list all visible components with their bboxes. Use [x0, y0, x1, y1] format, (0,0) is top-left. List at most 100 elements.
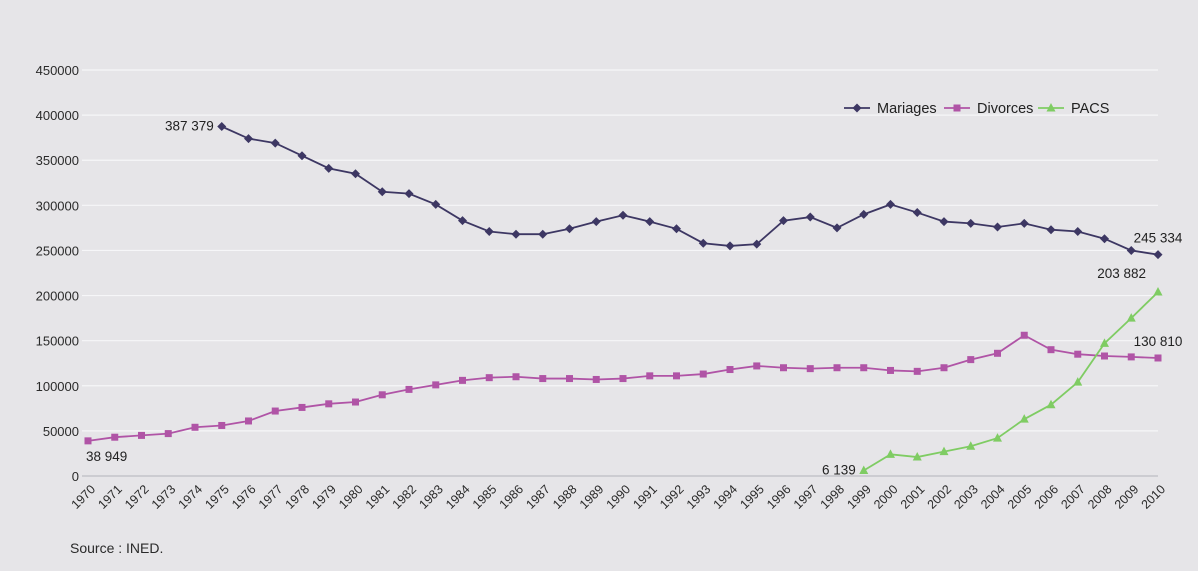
data-point-triangle	[859, 465, 869, 474]
y-tick-label: 200000	[36, 289, 79, 304]
x-tick-label: 1979	[309, 482, 339, 512]
data-point-triangle	[939, 446, 949, 456]
y-tick-label: 100000	[36, 379, 79, 394]
x-tick-label: 1985	[470, 482, 500, 512]
x-tick-label: 1984	[443, 482, 473, 512]
data-point-diamond	[297, 151, 307, 161]
data-label: 203 882	[1097, 266, 1146, 281]
x-tick-label: 1994	[711, 482, 741, 512]
legend: Mariages Divorces PACS	[844, 101, 1109, 117]
data-point-triangle	[1019, 414, 1029, 423]
data-point-square	[806, 365, 814, 373]
x-tick-label: 2008	[1085, 482, 1115, 512]
x-tick-label: 1989	[577, 482, 607, 512]
data-point-triangle	[1046, 103, 1056, 112]
x-tick-label: 1971	[95, 482, 125, 512]
x-tick-label: 1974	[176, 482, 206, 512]
data-point-square	[378, 391, 386, 399]
data-point-square	[405, 385, 413, 393]
data-point-diamond	[1073, 226, 1083, 236]
data-point-diamond	[852, 103, 862, 113]
data-point-square	[940, 364, 948, 372]
data-point-square	[566, 375, 573, 383]
data-point-diamond	[458, 216, 467, 226]
x-tick-label: 1990	[604, 482, 634, 512]
x-tick-label: 2010	[1139, 482, 1169, 512]
data-point-square	[485, 374, 493, 382]
data-point-diamond	[351, 169, 360, 179]
x-tick-label: 1992	[657, 482, 687, 512]
data-annotations: 387 379 38 949 245 334 203 882 130 810 6 139	[86, 118, 1183, 477]
x-tick-label: 1983	[416, 482, 446, 512]
data-point-square	[887, 366, 894, 374]
data-point-diamond	[244, 134, 253, 144]
data-point-square	[459, 376, 466, 384]
data-point-diamond	[672, 224, 681, 234]
series-line	[221, 125, 1159, 256]
data-label: 130 810	[1134, 334, 1183, 349]
x-tick-label: 1970	[69, 482, 99, 512]
x-tick-label: 1996	[764, 482, 794, 512]
data-point-diamond	[725, 241, 735, 251]
x-tick-label: 1999	[844, 482, 874, 512]
data-point-diamond	[859, 209, 869, 219]
x-tick-label: 1981	[363, 482, 393, 512]
x-tick-label: 1978	[283, 482, 313, 512]
data-point-diamond	[324, 163, 334, 173]
data-point-diamond	[645, 217, 655, 227]
data-point-diamond	[431, 199, 441, 209]
data-point-square	[699, 370, 707, 378]
data-point-diamond	[377, 187, 387, 197]
y-tick-label: 150000	[36, 334, 79, 349]
x-tick-label: 1986	[497, 482, 527, 512]
data-point-square	[780, 364, 787, 372]
data-point-square	[191, 423, 199, 431]
data-point-diamond	[1126, 245, 1136, 255]
data-point-square	[646, 372, 654, 380]
data-point-square	[913, 367, 921, 375]
legend-label: Mariages	[877, 101, 937, 117]
data-point-square	[619, 375, 627, 383]
data-point-diamond	[1019, 218, 1029, 228]
x-tick-label: 2006	[1032, 482, 1062, 512]
data-point-square	[432, 381, 440, 389]
data-point-diamond	[805, 212, 815, 222]
data-point-diamond	[832, 223, 842, 233]
y-tick-label: 0	[72, 469, 79, 484]
data-point-square	[1127, 353, 1135, 361]
data-point-triangle	[886, 449, 895, 458]
data-point-square	[1154, 354, 1162, 362]
data-point-diamond	[1046, 225, 1056, 235]
data-point-square	[726, 366, 734, 374]
data-point-diamond	[912, 208, 922, 218]
x-tick-label: 1997	[791, 482, 821, 512]
data-label: 245 334	[1134, 231, 1183, 246]
x-tick-label: 2009	[1112, 482, 1142, 512]
x-tick-label: 1980	[336, 482, 366, 512]
x-tick-label: 2000	[871, 482, 901, 512]
x-tick-label: 2003	[951, 482, 981, 512]
y-axis-tick-labels: 0 50000 100000 150000 200000 250000 300000 3500…	[36, 63, 79, 484]
data-label: 38 949	[86, 449, 127, 464]
data-point-square	[298, 403, 306, 411]
data-point-diamond	[752, 239, 762, 249]
grid-lines	[82, 69, 1158, 477]
x-axis-tick-labels: 1970197119721973197419751976197719781979…	[69, 482, 1169, 512]
data-point-triangle	[966, 441, 976, 450]
data-point-triangle	[1126, 313, 1136, 322]
data-point-diamond	[886, 199, 895, 209]
x-tick-label: 2004	[978, 482, 1008, 512]
data-point-triangle	[993, 433, 1002, 442]
legend-label: Divorces	[977, 101, 1033, 117]
x-tick-label: 1993	[684, 482, 714, 512]
data-point-triangle	[1100, 338, 1109, 347]
source-note: Source : INED.	[70, 540, 164, 556]
series-mariages	[217, 121, 1163, 260]
x-tick-label: 1982	[390, 482, 420, 512]
data-point-square	[539, 375, 547, 383]
data-point-square	[512, 373, 520, 381]
data-point-square	[1020, 331, 1028, 339]
data-label: 6 139	[822, 462, 856, 477]
data-point-square	[271, 407, 279, 415]
